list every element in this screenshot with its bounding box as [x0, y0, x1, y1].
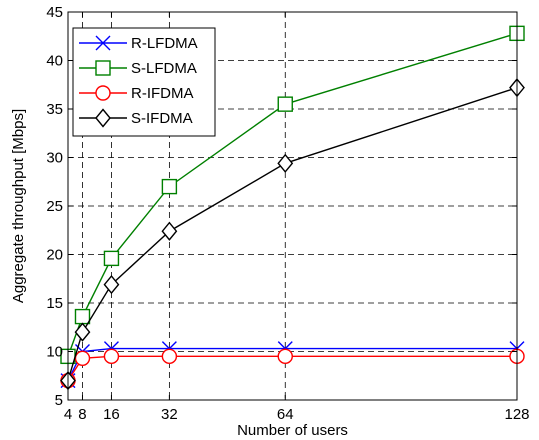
series-line [67, 86, 518, 381]
y-axis-label: Aggregate throughput [Mbps] [10, 109, 27, 303]
legend-marker [95, 85, 111, 101]
y-tick-label: 5 [55, 392, 63, 409]
axis-ticks: 4 8 16 32 64 128 5 10 15 20 25 30 35 40 45 [46, 4, 529, 423]
x-axis-label: Number of users [237, 422, 348, 439]
x-tick-label: 4 [64, 406, 72, 423]
y-tick-label: 45 [46, 4, 63, 21]
y-tick-label: 40 [46, 53, 63, 70]
data-point-marker [161, 178, 178, 195]
y-tick-label: 15 [46, 295, 63, 312]
legend-item: S-LFDMA [79, 60, 197, 77]
legend-label: R-LFDMA [131, 35, 198, 52]
legend-label: S-IFDMA [131, 110, 193, 127]
x-tick-label: 64 [277, 406, 294, 423]
series-s-lfdma [60, 25, 525, 365]
data-point-marker [161, 348, 178, 365]
data-point-marker [277, 348, 293, 365]
legend-marker [95, 60, 111, 76]
legend-marker [95, 108, 111, 128]
legend-marker [95, 35, 111, 51]
data-point-marker [103, 274, 120, 295]
x-tick-label: 128 [504, 406, 529, 423]
series-r-lfdma [60, 341, 525, 389]
series-r-ifdma [60, 348, 525, 389]
series-line [67, 347, 517, 381]
y-tick-label: 10 [46, 344, 63, 361]
y-tick-label: 20 [46, 247, 63, 264]
legend-label: R-IFDMA [131, 85, 194, 102]
y-tick-label: 25 [46, 198, 63, 215]
x-tick-label: 32 [161, 406, 178, 423]
legend-item: R-LFDMA [79, 35, 198, 52]
legend-label: S-LFDMA [131, 60, 197, 77]
data-point-marker [161, 221, 178, 241]
legend-item: S-IFDMA [79, 108, 193, 128]
data-point-marker [103, 250, 120, 267]
y-tick-label: 35 [46, 101, 63, 118]
data-point-marker [74, 308, 91, 325]
y-tick-label: 30 [46, 150, 63, 167]
x-tick-label: 8 [78, 406, 86, 423]
data-point-marker [277, 153, 294, 173]
legend-item: R-IFDMA [79, 85, 194, 102]
legend: R-LFDMA S-LFDMA R-IFDMA S-IFDMA [72, 27, 216, 137]
data-point-marker [277, 96, 293, 112]
data-point-marker [74, 350, 91, 366]
data-point-marker [103, 348, 120, 365]
series-line [67, 355, 517, 381]
data-point-marker [74, 322, 91, 342]
x-tick-label: 16 [103, 406, 120, 423]
